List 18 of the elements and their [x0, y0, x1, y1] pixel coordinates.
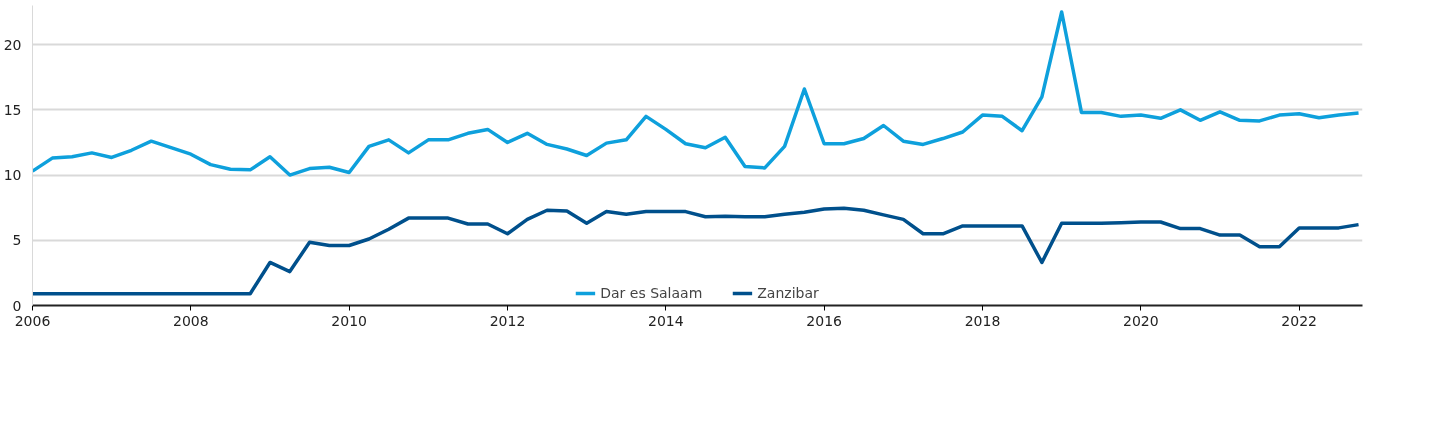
y-tick-label: 15	[3, 101, 22, 118]
x-tick-label: 2018	[964, 312, 1001, 329]
x-tick-label: 2022	[1281, 312, 1317, 329]
line-series	[32, 206, 1361, 296]
legend-label: Zanzibar	[757, 285, 819, 301]
x-tick-label: 2014	[648, 312, 684, 329]
y-tick-label: 20	[3, 36, 22, 53]
line-series	[32, 10, 1361, 177]
x-tick-label: 2008	[173, 312, 209, 329]
x-tick-label: 2020	[1123, 312, 1159, 329]
y-tick-label: 0	[12, 297, 22, 314]
y-tick-label: 10	[3, 167, 22, 184]
x-tick-label: 2006	[14, 312, 51, 329]
x-tick-label: 2016	[806, 312, 843, 329]
x-tick-label: 2012	[489, 312, 526, 329]
y-tick-label: 5	[12, 232, 22, 249]
x-tick-label: 2010	[331, 312, 367, 329]
legend-label: Dar es Salaam	[600, 285, 703, 301]
